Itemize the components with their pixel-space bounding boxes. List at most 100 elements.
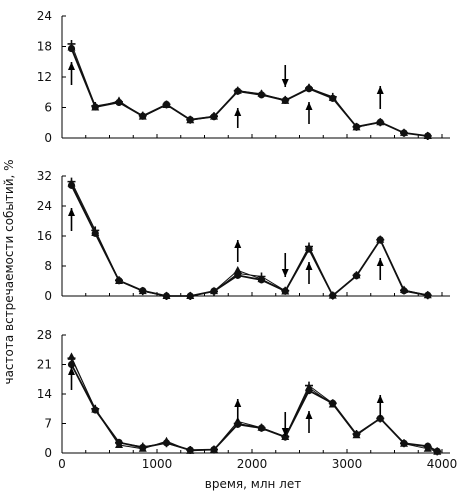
data-point-circle xyxy=(257,424,266,432)
data-point-circle xyxy=(139,443,147,452)
y-tick-label: 0 xyxy=(44,131,52,145)
y-tick-label: 7 xyxy=(44,417,52,431)
data-point-circle xyxy=(400,129,408,137)
x-tick-label: 1000 xyxy=(142,457,173,471)
data-point-circle xyxy=(305,387,313,395)
y-axis-label: частота встречаемости событий, % xyxy=(2,159,16,384)
data-point-circle xyxy=(352,123,361,131)
series-line-circle xyxy=(70,48,428,137)
data-point-circle xyxy=(424,132,432,140)
series-line-triangle xyxy=(71,356,438,453)
data-point-circle xyxy=(234,87,242,95)
data-point-circle xyxy=(186,116,194,124)
event-arrow-head xyxy=(234,399,242,407)
y-tick-label: 18 xyxy=(37,40,52,54)
event-arrow-head xyxy=(234,108,242,116)
series-line-plus xyxy=(71,181,428,297)
x-axis-label: время, млн лет xyxy=(205,477,301,491)
data-point-circle xyxy=(281,96,289,104)
data-point-circle xyxy=(305,245,313,253)
data-point-circle xyxy=(424,442,432,450)
event-arrow-head xyxy=(68,208,75,216)
event-arrow-head xyxy=(68,62,75,70)
data-point-circle xyxy=(234,271,242,279)
x-tick-label: 0 xyxy=(58,457,66,471)
data-point-circle xyxy=(162,100,171,109)
data-point-circle xyxy=(352,430,361,439)
data-point-circle xyxy=(115,277,123,285)
x-tick-label: 2000 xyxy=(237,457,268,471)
event-arrow-head xyxy=(305,262,313,270)
data-point-circle xyxy=(67,360,76,369)
data-point-circle xyxy=(352,272,361,280)
data-point-circle xyxy=(281,433,289,441)
y-tick-label: 0 xyxy=(44,446,52,460)
data-point-triangle xyxy=(233,266,242,274)
y-tick-label: 21 xyxy=(37,358,52,372)
chart-panels: 0 6 12 18 24 0 8 16 24 32 0 7 14 21 28 0 1000 2000 3000 400… xyxy=(37,9,458,471)
event-arrow-head xyxy=(281,79,289,87)
chart-panel-1: 0 6 12 18 24 xyxy=(37,9,450,145)
data-point-circle xyxy=(210,113,218,121)
data-point-circle xyxy=(424,291,432,299)
data-point-circle xyxy=(67,44,76,53)
event-arrow-head xyxy=(281,428,289,436)
data-point-circle xyxy=(91,103,99,111)
data-point-circle xyxy=(257,91,266,99)
data-point-circle xyxy=(234,420,242,428)
data-point-circle xyxy=(376,414,384,423)
event-arrow-head xyxy=(305,102,313,110)
y-tick-label: 24 xyxy=(37,199,52,213)
data-point-circle xyxy=(67,181,76,189)
data-point-circle xyxy=(329,94,337,102)
data-point-circle xyxy=(329,399,337,407)
data-point-circle xyxy=(281,287,289,295)
event-arrow-head xyxy=(305,411,313,419)
data-point-circle xyxy=(115,98,123,107)
series-line-triangle xyxy=(71,183,428,297)
data-point-circle xyxy=(210,287,218,295)
event-arrow-head xyxy=(376,86,384,94)
data-point-circle xyxy=(433,447,441,455)
data-point-circle xyxy=(376,118,384,126)
data-point-circle xyxy=(257,276,266,284)
y-tick-label: 6 xyxy=(44,101,52,115)
series-line-circle xyxy=(70,185,428,298)
data-point-circle xyxy=(162,439,171,447)
y-tick-label: 12 xyxy=(37,70,52,84)
event-arrow-head xyxy=(234,240,242,248)
series-line-plus xyxy=(71,43,428,137)
y-tick-label: 14 xyxy=(37,387,52,401)
data-point-triangle xyxy=(67,352,76,360)
data-point-circle xyxy=(91,406,99,414)
chart-panel-3: 0 7 14 21 28 0 1000 2000 3000 4000 xyxy=(37,328,458,471)
data-point-circle xyxy=(400,287,408,295)
data-point-circle xyxy=(139,287,147,295)
x-tick-label: 4000 xyxy=(427,457,458,471)
data-point-circle xyxy=(400,439,408,447)
data-point-circle xyxy=(91,229,99,237)
y-tick-label: 8 xyxy=(44,259,52,273)
series-line-circle xyxy=(70,364,438,453)
event-arrow-head xyxy=(281,269,289,277)
data-point-circle xyxy=(186,292,194,300)
event-arrow-head xyxy=(376,395,384,403)
data-point-circle xyxy=(329,292,337,300)
chart-panel-2: 0 8 16 24 32 xyxy=(37,169,450,303)
y-tick-label: 28 xyxy=(37,328,52,342)
event-arrow-head xyxy=(376,258,384,266)
y-tick-label: 24 xyxy=(37,9,52,23)
x-tick-label: 3000 xyxy=(332,457,363,471)
y-tick-label: 32 xyxy=(37,169,52,183)
event-arrow-head xyxy=(68,367,75,375)
data-point-circle xyxy=(376,236,384,244)
data-point-circle xyxy=(139,112,147,120)
y-tick-label: 0 xyxy=(44,289,52,303)
data-point-circle xyxy=(162,292,171,300)
data-point-circle xyxy=(115,438,123,447)
y-tick-label: 16 xyxy=(37,229,52,243)
data-point-circle xyxy=(186,446,194,454)
data-point-circle xyxy=(210,446,218,454)
